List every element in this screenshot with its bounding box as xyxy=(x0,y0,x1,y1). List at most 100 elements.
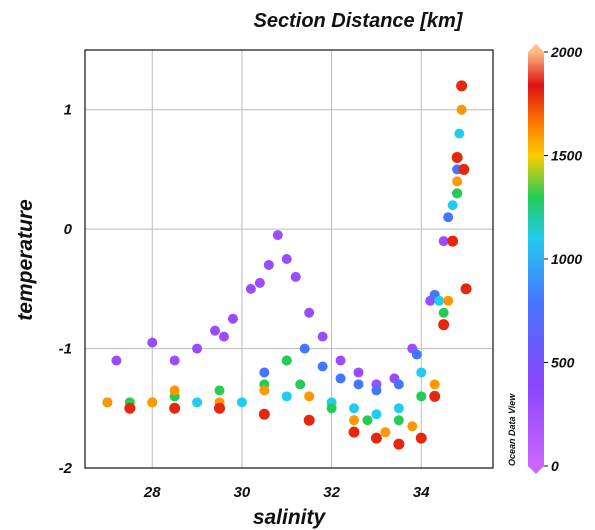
data-point xyxy=(218,331,229,342)
colorbar-bottom-cap xyxy=(528,466,544,474)
data-point xyxy=(236,397,247,408)
data-point xyxy=(429,390,441,402)
data-point xyxy=(349,403,360,414)
x-tick-label: 28 xyxy=(143,484,161,501)
plot-frame xyxy=(84,49,494,469)
data-point xyxy=(281,254,292,264)
data-point xyxy=(362,415,373,426)
data-point xyxy=(214,402,226,414)
data-point xyxy=(124,402,136,414)
y-tick-label: 1 xyxy=(64,102,72,119)
colorbar-tick-label: 1000 xyxy=(551,251,582,267)
data-point xyxy=(169,385,180,396)
data-point xyxy=(456,104,467,115)
colorbar-tick-label: 500 xyxy=(551,355,575,371)
colorbar-tick-label: 1500 xyxy=(551,148,582,164)
chart-title: Section Distance [km] xyxy=(254,10,464,32)
x-tick-label: 32 xyxy=(323,484,340,501)
data-point xyxy=(317,361,328,372)
data-point xyxy=(281,391,292,402)
data-point xyxy=(447,235,459,247)
data-point xyxy=(335,355,346,366)
data-point xyxy=(304,391,315,402)
colorbar-scale xyxy=(528,52,544,466)
data-point xyxy=(349,415,360,426)
y-tick-labels: 1 0 -1 -2 xyxy=(59,102,73,477)
data-point xyxy=(407,421,418,432)
data-point xyxy=(348,426,360,438)
data-point xyxy=(456,80,468,92)
data-points xyxy=(102,80,472,450)
data-point xyxy=(454,128,465,139)
y-tick-label: -1 xyxy=(59,341,72,358)
data-point xyxy=(451,151,463,163)
data-point xyxy=(438,319,450,331)
data-point xyxy=(102,397,113,408)
data-point xyxy=(111,355,122,366)
data-point xyxy=(335,373,346,384)
data-point xyxy=(227,313,238,324)
data-point xyxy=(254,277,265,288)
data-point xyxy=(393,415,404,426)
y-tick-label: -2 xyxy=(59,460,73,477)
data-point xyxy=(304,307,315,318)
data-point xyxy=(452,176,463,187)
data-point xyxy=(370,432,382,444)
colorbar-tick-label: 2000 xyxy=(550,44,582,60)
data-point xyxy=(259,385,270,396)
data-point xyxy=(147,397,158,408)
data-point xyxy=(452,188,463,199)
data-point xyxy=(192,343,203,354)
data-point xyxy=(416,367,427,378)
colorbar-tick-label: 0 xyxy=(551,458,559,474)
data-point xyxy=(443,212,454,223)
data-point xyxy=(317,331,328,342)
data-point xyxy=(303,414,315,426)
data-point xyxy=(272,230,283,241)
data-point xyxy=(169,355,180,366)
data-point xyxy=(353,379,364,390)
data-point xyxy=(411,349,422,360)
data-point xyxy=(458,163,470,175)
data-point xyxy=(295,379,306,390)
x-tick-label: 30 xyxy=(234,484,251,501)
data-point xyxy=(438,307,449,318)
data-point xyxy=(429,379,440,390)
data-point xyxy=(438,236,449,247)
data-point xyxy=(299,343,310,354)
data-point xyxy=(443,295,454,306)
x-tick-labels: 28 30 32 34 xyxy=(143,484,430,501)
data-point xyxy=(245,283,256,294)
data-point xyxy=(192,397,203,408)
colorbar-top-cap xyxy=(528,44,544,52)
data-point xyxy=(290,271,301,282)
data-point xyxy=(393,379,404,390)
data-point xyxy=(214,385,225,396)
data-point xyxy=(393,403,404,414)
data-point xyxy=(169,402,181,414)
data-point xyxy=(434,295,445,306)
data-point xyxy=(326,403,337,414)
data-point xyxy=(415,432,427,444)
data-point xyxy=(371,409,382,420)
data-point xyxy=(210,325,221,336)
data-point xyxy=(380,427,391,438)
y-axis-label: temperature xyxy=(14,199,37,321)
data-point xyxy=(393,438,405,450)
data-point xyxy=(460,283,472,295)
data-point xyxy=(258,408,270,420)
x-axis-label: salinity xyxy=(253,506,327,529)
data-point xyxy=(281,355,292,366)
data-point xyxy=(371,385,382,396)
watermark-text: Ocean Data View xyxy=(507,393,517,466)
data-point xyxy=(447,200,458,211)
data-point xyxy=(259,367,270,378)
data-point xyxy=(416,391,427,402)
data-point xyxy=(263,259,274,270)
data-point xyxy=(353,367,364,378)
colorbar: 2000 1500 1000 500 0 xyxy=(528,44,582,474)
data-point xyxy=(147,337,158,348)
x-tick-label: 34 xyxy=(413,484,430,501)
y-tick-label: 0 xyxy=(64,221,73,238)
